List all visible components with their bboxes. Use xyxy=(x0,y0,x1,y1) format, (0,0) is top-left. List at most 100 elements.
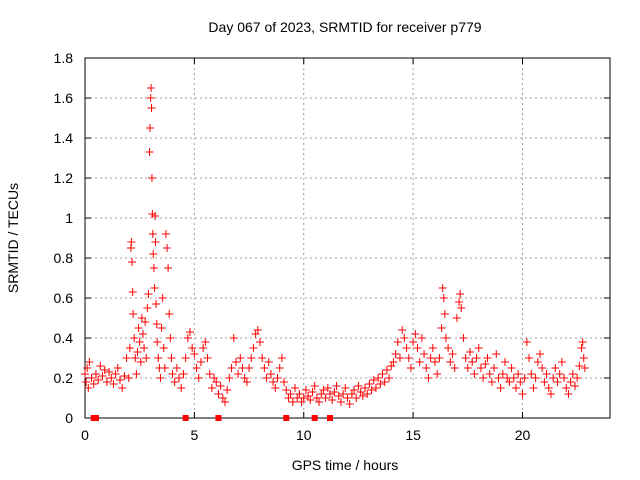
data-point xyxy=(218,394,227,402)
data-point xyxy=(87,374,96,382)
data-point xyxy=(577,344,586,352)
data-point xyxy=(81,370,89,378)
data-point xyxy=(496,384,505,392)
data-point xyxy=(152,300,161,308)
data-point xyxy=(424,374,433,382)
grid xyxy=(85,58,610,418)
data-point xyxy=(422,364,431,372)
data-point xyxy=(341,384,350,392)
y-tick-label: 0.2 xyxy=(54,370,74,386)
data-point xyxy=(196,358,205,366)
data-point xyxy=(156,374,165,382)
data-point xyxy=(236,354,245,362)
data-point xyxy=(98,372,107,380)
data-point xyxy=(82,378,91,386)
data-point xyxy=(511,384,520,392)
data-point xyxy=(105,368,114,376)
data-point xyxy=(566,378,575,386)
data-point xyxy=(440,310,449,318)
data-point xyxy=(94,376,103,384)
data-point xyxy=(168,370,177,378)
y-tick-label: 1.4 xyxy=(54,130,74,146)
data-point xyxy=(382,366,391,374)
data-point xyxy=(141,318,150,326)
data-point xyxy=(134,324,143,332)
data-point xyxy=(468,358,477,366)
data-point xyxy=(177,384,186,392)
data-point xyxy=(149,250,158,258)
data-point xyxy=(175,374,184,382)
x-tick-labels: 0 5 10 15 20 xyxy=(81,427,530,443)
data-point xyxy=(396,354,404,362)
data-point xyxy=(350,386,359,394)
data-point xyxy=(490,364,499,372)
data-point xyxy=(227,364,236,372)
data-point xyxy=(288,398,297,406)
data-point xyxy=(158,294,167,302)
data-point xyxy=(315,398,324,406)
data-point xyxy=(439,294,448,302)
data-point xyxy=(540,378,549,386)
data-point xyxy=(271,384,280,392)
data-point xyxy=(207,384,216,392)
data-point xyxy=(284,394,293,402)
data-point xyxy=(136,358,145,366)
data-point xyxy=(107,374,116,382)
data-point xyxy=(231,358,240,366)
data-point xyxy=(125,344,134,352)
data-point xyxy=(152,320,161,328)
data-point xyxy=(358,392,367,400)
zero-data-point xyxy=(327,415,333,421)
data-point xyxy=(306,396,315,404)
data-point xyxy=(234,370,243,378)
data-point xyxy=(165,310,174,318)
zero-data-point xyxy=(215,415,222,421)
data-point xyxy=(371,384,380,392)
data-point xyxy=(122,354,131,362)
data-point xyxy=(144,290,153,298)
data-point xyxy=(400,334,409,342)
data-point xyxy=(216,382,225,390)
data-point xyxy=(516,378,525,386)
data-point xyxy=(129,310,138,318)
data-point xyxy=(522,338,531,346)
data-point xyxy=(214,390,223,398)
data-point xyxy=(573,374,582,382)
data-point xyxy=(553,378,562,386)
x-tick-label: 15 xyxy=(405,427,421,443)
data-point xyxy=(312,394,321,402)
data-point xyxy=(128,288,137,296)
data-point xyxy=(343,394,352,402)
data-point xyxy=(470,370,479,378)
data-point xyxy=(188,344,197,352)
data-point xyxy=(164,264,173,272)
data-point xyxy=(210,374,219,382)
y-tick-label: 1.6 xyxy=(54,90,74,106)
data-point xyxy=(96,362,105,370)
data-point xyxy=(242,378,251,386)
data-point xyxy=(533,358,542,366)
data-point xyxy=(402,344,411,352)
data-point xyxy=(438,284,447,292)
data-point xyxy=(89,380,98,388)
data-point xyxy=(256,338,264,346)
data-point xyxy=(159,344,168,352)
data-point xyxy=(264,358,273,366)
data-point xyxy=(376,380,385,388)
data-point xyxy=(334,392,343,400)
data-point xyxy=(347,390,356,398)
y-tick-label: 0.4 xyxy=(54,330,74,346)
data-point xyxy=(124,374,133,382)
y-tick-label: 0 xyxy=(65,410,73,426)
data-point xyxy=(183,334,192,342)
zero-data-point xyxy=(92,415,99,421)
data-point xyxy=(518,390,527,398)
data-point xyxy=(113,364,122,372)
data-point xyxy=(457,304,466,312)
data-point xyxy=(258,354,267,362)
data-point xyxy=(520,374,529,382)
data-point xyxy=(365,380,374,388)
data-point xyxy=(406,364,415,372)
data-point xyxy=(514,370,523,378)
